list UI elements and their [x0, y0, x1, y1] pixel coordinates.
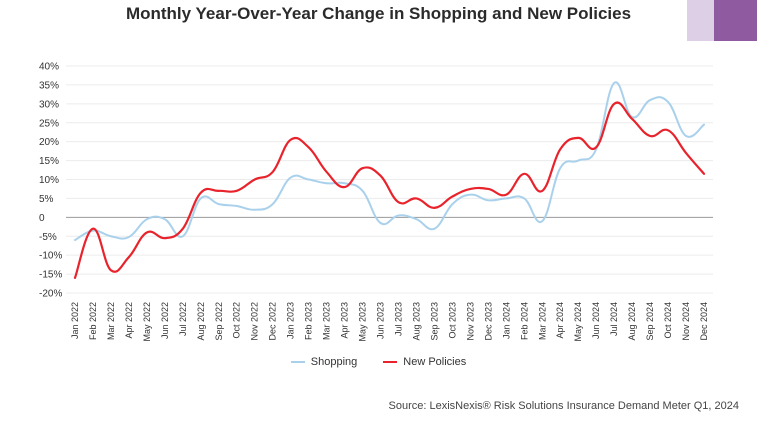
- y-tick-label: 15%: [39, 156, 59, 167]
- x-axis-ticks: Jan 2022 Feb 2022 Mar 2022 Apr 2022 May 2022…: [70, 302, 709, 342]
- x-tick-label: Mar 2024: [537, 302, 547, 340]
- x-tick-label: Jan 2023: [286, 302, 296, 339]
- y-tick-label: 0: [39, 213, 45, 224]
- y-axis-ticks: -20% -15% -10% -5% 0 5% 10% 15% 20% 25% 30% 35% 40%: [39, 62, 62, 300]
- chart-title: Monthly Year-Over-Year Change in Shoppin…: [125, 4, 632, 23]
- y-tick-label: -15%: [39, 270, 62, 281]
- y-tick-label: -5%: [39, 232, 57, 243]
- x-tick-label: Jun 2024: [591, 302, 601, 339]
- x-tick-label: Apr 2022: [124, 302, 134, 339]
- x-tick-label: Feb 2023: [304, 302, 314, 340]
- x-tick-label: Mar 2022: [106, 302, 116, 340]
- gridlines: [66, 65, 713, 294]
- y-tick-label: 25%: [39, 118, 59, 129]
- x-tick-label: Feb 2022: [88, 302, 98, 340]
- x-tick-label: Oct 2022: [232, 302, 242, 339]
- y-tick-label: 35%: [39, 80, 59, 91]
- source-note: Source: LexisNexis® Risk Solutions Insur…: [388, 400, 740, 412]
- x-tick-label: Nov 2023: [465, 302, 475, 341]
- series-line-new-policies: [73, 101, 706, 279]
- legend-item-new-policies[interactable]: New Policies: [383, 356, 466, 368]
- x-tick-label: Sep 2024: [645, 302, 655, 341]
- y-tick-label: 10%: [39, 175, 59, 186]
- y-tick-label: -10%: [39, 251, 62, 262]
- y-tick-label: 40%: [39, 62, 59, 73]
- x-tick-label: May 2023: [358, 302, 368, 342]
- corner-decoration-light: [687, 0, 714, 41]
- legend: Shopping New Policies: [0, 356, 757, 368]
- x-tick-label: Aug 2023: [411, 302, 421, 341]
- x-tick-label: Nov 2024: [681, 302, 691, 341]
- corner-decoration-dark: [714, 0, 757, 41]
- y-tick-label: 30%: [39, 99, 59, 110]
- x-tick-label: Jun 2023: [376, 302, 386, 339]
- x-tick-label: Oct 2023: [447, 302, 457, 339]
- x-tick-label: Jan 2024: [501, 302, 511, 339]
- x-tick-label: Aug 2022: [196, 302, 206, 341]
- x-tick-label: Nov 2022: [250, 302, 260, 341]
- x-tick-label: Aug 2024: [627, 302, 637, 341]
- legend-item-shopping[interactable]: Shopping: [290, 356, 358, 368]
- x-tick-label: Dec 2024: [699, 302, 709, 341]
- x-tick-label: Dec 2022: [268, 302, 278, 341]
- y-tick-label: -20%: [39, 289, 62, 300]
- x-tick-label: Jul 2022: [178, 302, 188, 336]
- x-tick-label: Apr 2024: [555, 302, 565, 339]
- x-tick-label: May 2024: [573, 302, 583, 342]
- legend-swatch-shopping: [290, 361, 305, 363]
- x-tick-label: Jun 2022: [160, 302, 170, 339]
- y-tick-label: 5%: [39, 194, 54, 205]
- legend-label-new-policies: New Policies: [403, 356, 467, 368]
- legend-label-shopping: Shopping: [310, 356, 358, 368]
- x-tick-label: Jul 2023: [393, 302, 403, 336]
- series-line-shopping: [73, 81, 706, 242]
- x-tick-label: Feb 2024: [519, 302, 529, 340]
- x-tick-label: Oct 2024: [663, 302, 673, 339]
- series-lines: [73, 81, 706, 279]
- x-tick-label: Dec 2023: [483, 302, 493, 341]
- x-tick-label: Apr 2023: [340, 302, 350, 339]
- x-tick-label: May 2022: [142, 302, 152, 342]
- x-tick-label: Jul 2024: [609, 302, 619, 336]
- x-tick-label: Jan 2022: [70, 302, 80, 339]
- x-tick-label: Sep 2022: [214, 302, 224, 341]
- y-tick-label: 20%: [39, 137, 59, 148]
- x-tick-label: Sep 2023: [429, 302, 439, 341]
- line-chart: -20%-15%-10%-5%05%10%15%20%25%30%35%40% …: [39, 62, 713, 342]
- x-tick-label: Mar 2023: [322, 302, 332, 340]
- legend-swatch-new-policies: [383, 361, 398, 363]
